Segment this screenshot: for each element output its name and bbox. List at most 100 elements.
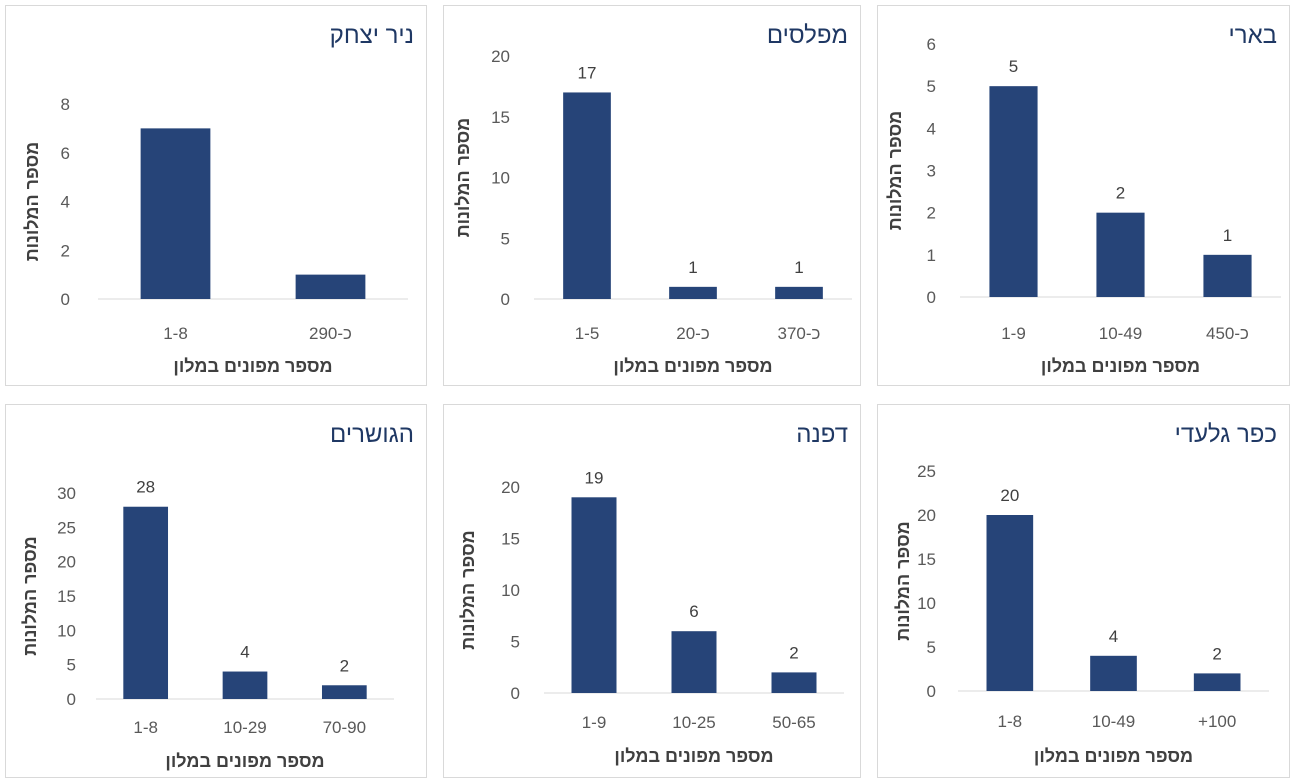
y-tick-label: 6 xyxy=(61,144,70,163)
x-tick-label: 1-8 xyxy=(133,718,158,737)
x-tick-label: 70-90 xyxy=(323,718,366,737)
bar xyxy=(571,497,617,693)
y-tick-label: 25 xyxy=(57,518,76,537)
chart-panel-dafna: דפנה 0 5 10 15 20 19 1-9 6 10-25 2 50-65 מספר מפוני… xyxy=(443,404,861,778)
bar xyxy=(123,506,169,699)
x-tick-label: 10-25 xyxy=(672,713,715,732)
data-label: 6 xyxy=(689,602,698,621)
chart-panel-nir-yitzhak: ניר יצחק 0 2 4 6 8 1-8 כ-290 מספר מפונים במלון מ… xyxy=(5,5,427,386)
y-tick-label: 25 xyxy=(917,462,936,481)
y-tick-label: 0 xyxy=(511,684,520,703)
bar xyxy=(140,128,211,299)
y-tick-label: 15 xyxy=(917,550,936,569)
y-tick-label: 10 xyxy=(501,581,520,600)
y-tick-label: 2 xyxy=(927,204,936,223)
bar xyxy=(1090,655,1137,691)
bar xyxy=(222,671,268,699)
bar xyxy=(1203,254,1252,297)
x-tick-label: 10-49 xyxy=(1092,712,1135,731)
x-axis-title: מספר מפונים במלון xyxy=(614,746,773,766)
y-tick-label: 8 xyxy=(61,95,70,114)
y-tick-label: 0 xyxy=(501,290,510,309)
y-tick-label: 20 xyxy=(917,506,936,525)
chart-panel-mefalsim: מפלסים 0 5 10 15 20 17 1-5 1 כ-20 1 כ-370 מספר מפונ… xyxy=(443,5,861,386)
bar xyxy=(771,672,817,693)
chart-panel-kfar-giladi: כפר גלעדי 0 5 10 15 20 25 20 1-8 4 10-49 2 +100 מספר… xyxy=(877,404,1290,778)
x-tick-label: כ-370 xyxy=(778,324,821,343)
y-axis-title: מספר המלונות xyxy=(458,530,478,649)
data-label: 2 xyxy=(1212,644,1221,663)
y-tick-label: 5 xyxy=(501,229,510,248)
x-tick-label: 10-49 xyxy=(1099,324,1142,343)
data-label: 28 xyxy=(136,478,155,497)
chart-title: בארי xyxy=(1228,22,1277,49)
chart-panel-beeri: בארי 0 1 2 3 4 5 6 5 1-9 2 10-49 1 כ-450 מספר מפונים … xyxy=(877,5,1290,386)
data-label: 20 xyxy=(1000,486,1019,505)
data-label: 1 xyxy=(688,258,697,277)
x-tick-label: 1-8 xyxy=(163,324,188,343)
x-tick-label: 10-29 xyxy=(223,718,266,737)
x-tick-label: 1-5 xyxy=(575,324,600,343)
x-axis-title: מספר מפונים במלון xyxy=(165,751,324,771)
y-tick-label: 5 xyxy=(511,633,520,652)
data-label: 1 xyxy=(1223,226,1232,245)
y-tick-label: 5 xyxy=(927,638,936,657)
y-tick-label: 20 xyxy=(501,478,520,497)
y-tick-label: 0 xyxy=(61,290,70,309)
bar xyxy=(1193,673,1241,691)
y-tick-label: 4 xyxy=(61,193,70,212)
data-label: 5 xyxy=(1009,57,1018,76)
bar xyxy=(989,86,1038,298)
data-label: 2 xyxy=(340,656,349,675)
y-axis-title: מספר המלונות xyxy=(893,521,913,640)
x-tick-label: 1-8 xyxy=(998,712,1023,731)
x-axis-title: מספר מפונים במלון xyxy=(1041,356,1200,376)
bar xyxy=(321,685,367,699)
chart-svg: 0 5 10 15 20 25 30 28 1-8 4 10-29 2 70-90 מספר מפונים… xyxy=(20,478,394,771)
y-tick-label: 10 xyxy=(57,621,76,640)
y-tick-label: 0 xyxy=(927,682,936,701)
chart-svg: 0 5 10 15 20 17 1-5 1 כ-20 1 כ-370 מספר מפונים במלו… xyxy=(453,47,852,376)
y-tick-label: 3 xyxy=(927,162,936,181)
x-axis-title: מספר מפונים במלון xyxy=(613,356,772,376)
data-label: 19 xyxy=(585,468,604,487)
x-tick-label: כ-290 xyxy=(309,324,352,343)
y-tick-label: 5 xyxy=(67,656,76,675)
data-label: 17 xyxy=(578,63,597,82)
y-tick-label: 6 xyxy=(927,35,936,54)
data-label: 2 xyxy=(1116,184,1125,203)
chart-title: הגושרים xyxy=(330,421,414,448)
y-tick-label: 0 xyxy=(67,690,76,709)
chart-title: מפלסים xyxy=(766,22,848,49)
chart-title: כפר גלעדי xyxy=(1174,421,1277,448)
y-tick-label: 4 xyxy=(927,119,936,138)
bar xyxy=(775,286,823,299)
y-tick-label: 30 xyxy=(57,484,76,503)
bar xyxy=(669,286,717,299)
y-tick-label: 10 xyxy=(917,594,936,613)
data-label: 4 xyxy=(240,643,249,662)
bar xyxy=(986,515,1034,691)
y-axis-title: מספר המלונות xyxy=(453,118,473,237)
chart-svg: 0 5 10 15 20 19 1-9 6 10-25 2 50-65 מספר מפונים במל… xyxy=(458,468,844,766)
chart-title: ניר יצחק xyxy=(329,22,414,49)
chart-svg: 0 5 10 15 20 25 20 1-8 4 10-49 2 +100 מספר מפונים במ… xyxy=(893,462,1269,766)
y-axis-title: מספר המלונות xyxy=(885,111,905,230)
x-tick-label: 50-65 xyxy=(772,713,815,732)
bar xyxy=(1096,212,1145,297)
y-axis-title: מספר המלונות xyxy=(22,142,42,261)
x-tick-label: 1-9 xyxy=(582,713,607,732)
x-tick-label: כ-20 xyxy=(676,324,710,343)
chart-svg: 0 1 2 3 4 5 6 5 1-9 2 10-49 1 כ-450 מספר מפונים במלון… xyxy=(885,35,1281,376)
y-axis-title: מספר המלונות xyxy=(20,536,40,655)
y-tick-label: 15 xyxy=(57,587,76,606)
data-label: 2 xyxy=(789,643,798,662)
y-tick-label: 0 xyxy=(927,288,936,307)
y-tick-label: 1 xyxy=(927,246,936,265)
bar xyxy=(671,631,717,693)
data-label: 1 xyxy=(794,258,803,277)
x-tick-label: כ-450 xyxy=(1206,324,1249,343)
bar xyxy=(563,92,611,299)
y-tick-label: 15 xyxy=(501,530,520,549)
y-tick-label: 2 xyxy=(61,241,70,260)
